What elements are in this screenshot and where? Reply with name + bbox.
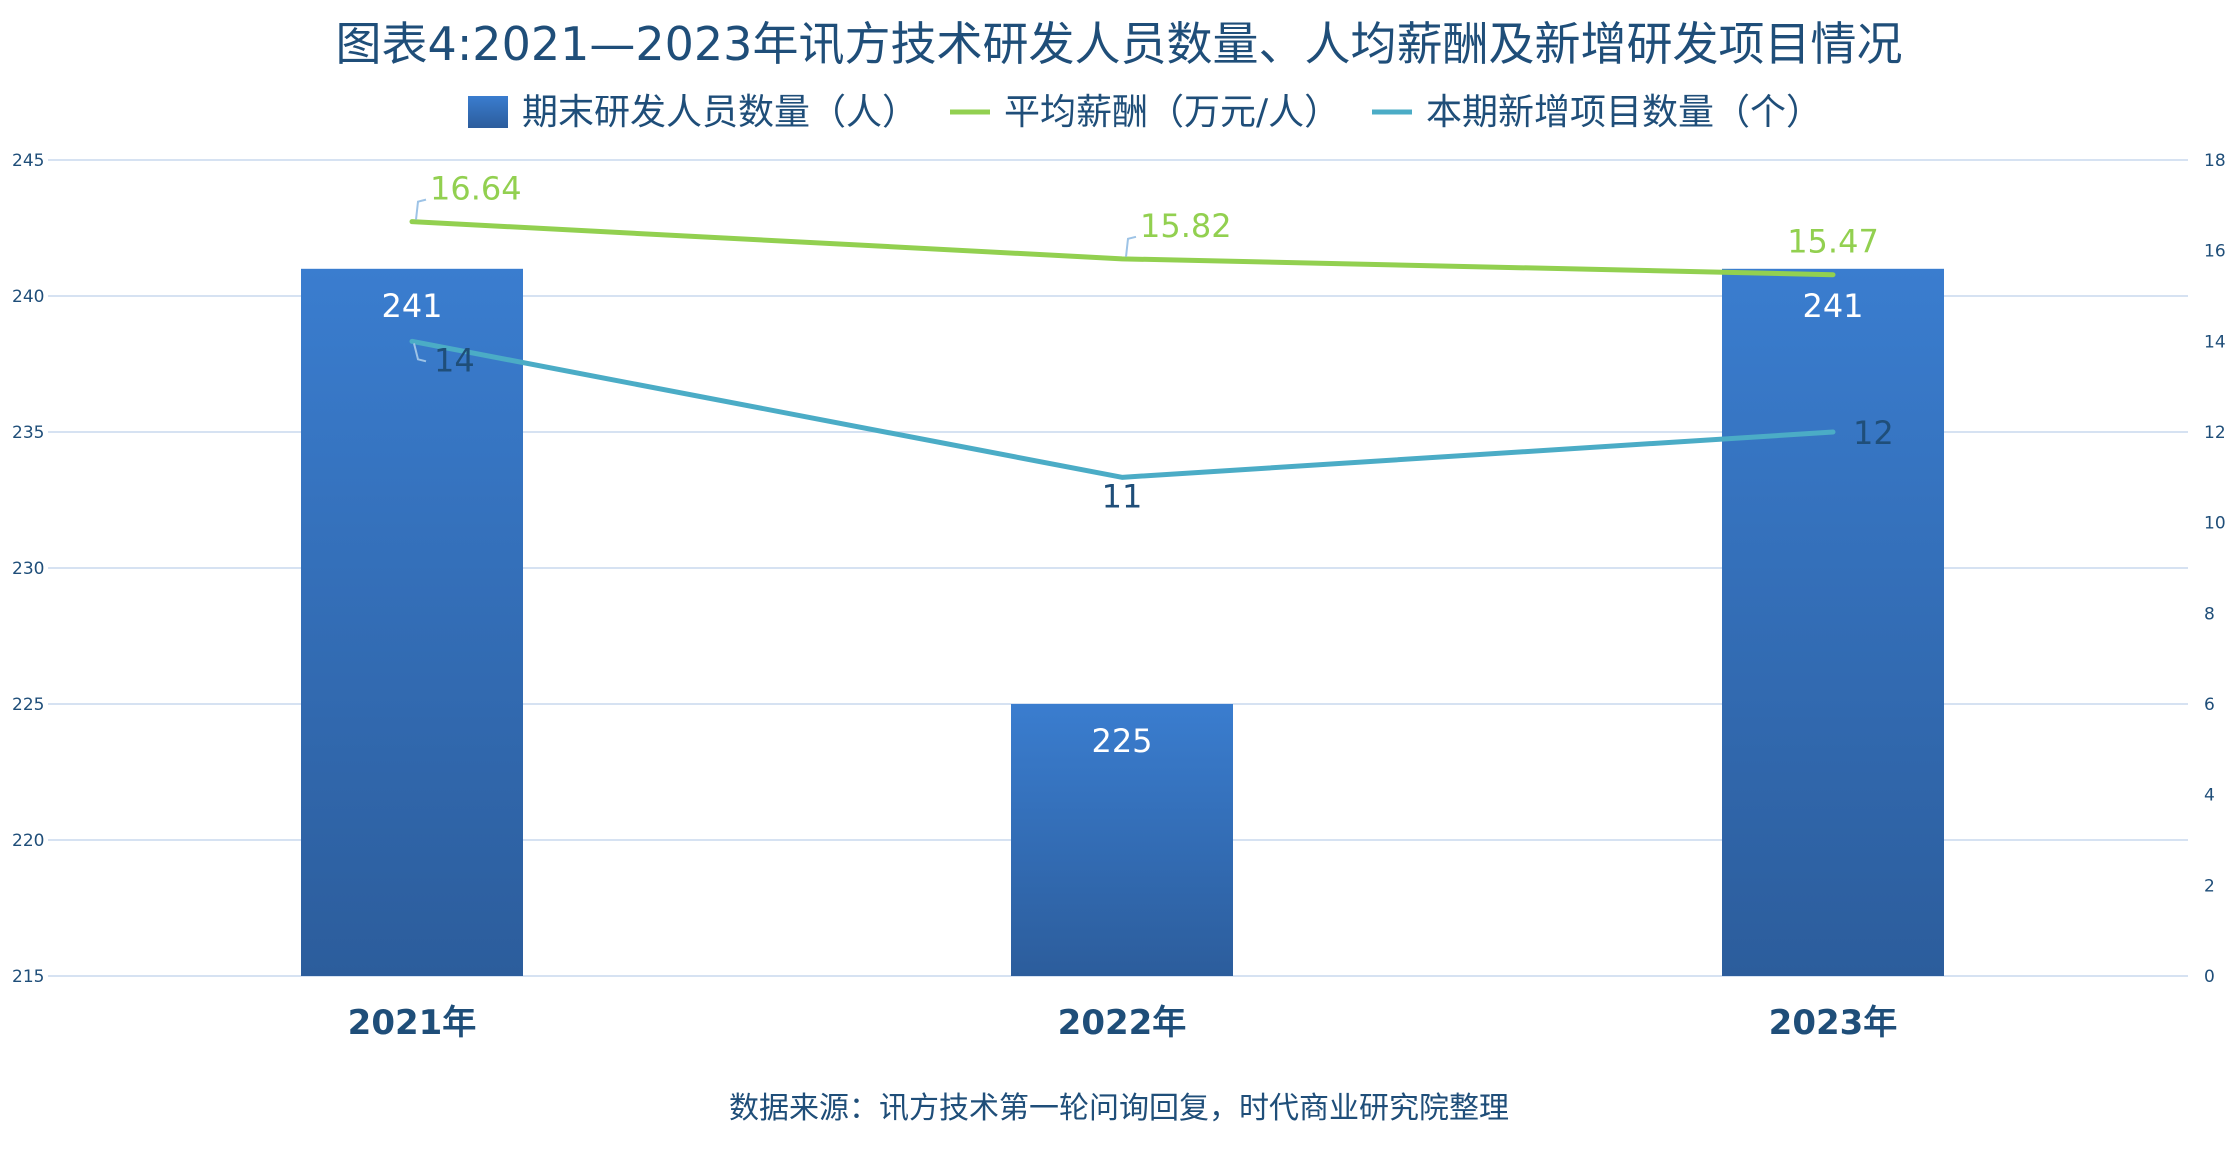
bar-2021年	[301, 268, 523, 976]
projects-line	[409, 338, 1836, 480]
legend-label-projects: 本期新增项目数量（个）	[1426, 92, 1822, 133]
right-tick-label: 10	[2204, 514, 2226, 534]
right-tick-label: 14	[2204, 332, 2226, 352]
legend-swatch-headcount	[468, 96, 508, 128]
right-tick-label: 16	[2204, 242, 2226, 262]
category-labels: 2021年 2022年 2023年	[348, 1003, 1898, 1043]
projects-value-label: 12	[1853, 414, 1894, 452]
bar-series	[301, 268, 1944, 976]
legend-label-headcount: 期末研发人员数量（人）	[522, 92, 918, 133]
salary-value-label: 16.64	[430, 170, 522, 208]
right-tick-label: 2	[2204, 876, 2215, 896]
left-tick-label: 225	[12, 695, 44, 715]
category-label: 2022年	[1058, 1003, 1187, 1043]
chart-title: 图表4:2021—2023年讯方技术研发人员数量、人均薪酬及新增研发项目情况	[336, 17, 1903, 71]
bar-value-label: 241	[381, 287, 442, 325]
right-tick-label: 12	[2204, 423, 2226, 443]
left-tick-label: 215	[12, 967, 44, 987]
left-tick-label: 220	[12, 831, 44, 851]
right-tick-label: 4	[2204, 786, 2215, 806]
legend-label-salary: 平均薪酬（万元/人）	[1004, 92, 1340, 133]
salary-line	[409, 219, 1836, 278]
left-tick-label: 230	[12, 559, 44, 579]
right-tick-label: 18	[2204, 151, 2226, 171]
category-label: 2023年	[1769, 1003, 1898, 1043]
salary-value-label: 15.47	[1787, 223, 1879, 261]
left-tick-label: 240	[12, 287, 44, 307]
bar-2023年	[1722, 268, 1944, 976]
salary-value-label: 15.82	[1140, 207, 1232, 245]
salary-leader-line	[415, 198, 427, 220]
projects-value-label: 14	[434, 341, 475, 379]
projects-value-label: 11	[1102, 477, 1143, 515]
category-label: 2021年	[348, 1003, 477, 1043]
right-tick-label: 6	[2204, 695, 2215, 715]
left-tick-label: 235	[12, 423, 44, 443]
right-axis-ticks: 0 2 4 6 8 10 12 14 16 18	[2204, 151, 2226, 987]
source-note: 数据来源：讯方技术第一轮问询回复，时代商业研究院整理	[729, 1091, 1509, 1126]
bar-value-label: 241	[1802, 287, 1863, 325]
legend: 期末研发人员数量（人） 平均薪酬（万元/人） 本期新增项目数量（个）	[468, 92, 1822, 133]
left-axis-ticks: 215 220 225 230 235 240 245	[12, 151, 44, 987]
salary-leader-line	[1125, 235, 1137, 257]
bar-2022年	[1011, 704, 1233, 976]
left-tick-label: 245	[12, 151, 44, 171]
right-tick-label: 8	[2204, 604, 2215, 624]
data-labels: 241 225 241 16.64 15.82 15.47 14 11 12	[381, 170, 1893, 760]
right-tick-label: 0	[2204, 967, 2215, 987]
bar-value-label: 225	[1091, 722, 1152, 760]
projects-leader-line	[413, 343, 427, 363]
line-series	[409, 219, 1836, 480]
